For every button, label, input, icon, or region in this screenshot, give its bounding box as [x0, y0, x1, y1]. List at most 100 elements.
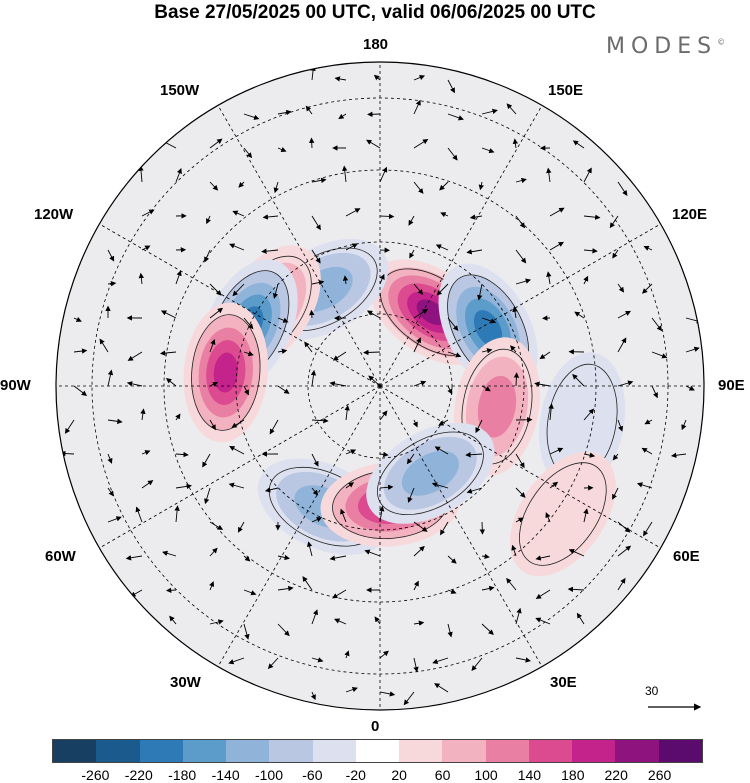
- wind-arrow: [332, 351, 347, 361]
- wind-arrow: [515, 215, 526, 229]
- copyright-mark: ©: [717, 37, 726, 47]
- wind-arrow: [513, 372, 520, 387]
- wind-arrow: [342, 165, 348, 183]
- wind-arrow: [125, 555, 143, 561]
- wind-arrow: [202, 453, 211, 468]
- wind-arrow: [311, 609, 319, 625]
- wind-arrow: [466, 249, 483, 255]
- colorbar-cell: [572, 740, 616, 762]
- wind-arrow: [617, 577, 626, 591]
- colorbar-tick-label: -20: [345, 767, 366, 783]
- wind-arrow: [237, 521, 245, 533]
- wind-arrow: [413, 545, 425, 557]
- wind-arrow: [345, 686, 358, 693]
- wind-arrow: [126, 381, 143, 387]
- wind-arrow: [345, 243, 358, 251]
- anomaly-contour: [477, 375, 517, 438]
- wind-arrow: [568, 549, 585, 557]
- wind-arrow: [477, 283, 483, 301]
- colorbar-cell: [615, 740, 659, 762]
- wind-arrow: [515, 278, 531, 285]
- wind-arrow: [506, 103, 517, 115]
- meridian-line: [99, 385, 381, 549]
- label-90e: 90E: [718, 377, 745, 394]
- wind-arrow: [413, 283, 424, 295]
- colorbar-cell: [399, 740, 443, 762]
- wind-arrow: [617, 521, 631, 533]
- wind-arrow: [141, 209, 155, 217]
- meridian-line: [217, 385, 381, 667]
- wind-arrow: [269, 419, 279, 435]
- wind-arrow: [515, 607, 522, 625]
- wind-arrow: [243, 555, 251, 562]
- wind-arrow: [332, 589, 347, 599]
- wind-arrow: [685, 346, 700, 353]
- wind-arrow: [272, 283, 279, 299]
- wind-arrow: [617, 545, 632, 557]
- wind-arrow: [636, 482, 653, 489]
- wind-arrow: [641, 447, 653, 455]
- wind-arrow: [510, 345, 517, 353]
- colorbar-tick-label: 260: [647, 767, 672, 783]
- label-60e: 60E: [673, 548, 700, 565]
- wind-arrow: [409, 249, 415, 259]
- wind-arrow: [567, 586, 585, 593]
- colorbar-cell: [269, 740, 313, 762]
- meridian-line: [379, 105, 543, 387]
- wind-arrow: [535, 589, 551, 599]
- wind-arrow: [107, 369, 114, 387]
- wind-arrow: [277, 623, 290, 637]
- anomaly-contour: [509, 451, 616, 577]
- wind-arrow: [209, 419, 216, 431]
- colorbar-cell: [53, 740, 97, 762]
- wind-arrow: [515, 177, 527, 184]
- wind-arrow: [345, 482, 355, 489]
- wind-arrow: [617, 337, 627, 353]
- wind-arrow: [209, 547, 218, 557]
- wind-arrow: [169, 615, 177, 625]
- wind-arrow: [379, 484, 394, 490]
- colorbar-tick-label: 180: [561, 767, 585, 783]
- wind-arrow: [159, 350, 177, 356]
- wind-arrow: [413, 139, 429, 149]
- wind-arrow: [515, 657, 531, 663]
- wind-arrow: [338, 113, 347, 120]
- positive-anomaly: [509, 451, 616, 577]
- wind-arrow: [617, 310, 631, 319]
- wind-arrow: [413, 380, 427, 387]
- colorbar-cell: [182, 740, 227, 762]
- wind-arrow: [243, 589, 257, 596]
- wind-arrow: [363, 349, 381, 356]
- wind-arrow: [407, 487, 415, 503]
- wind-arrow: [583, 452, 596, 458]
- wind-arrow: [535, 555, 551, 561]
- wind-arrow: [447, 147, 458, 161]
- anomaly-contour: [538, 352, 626, 491]
- wind-arrow: [438, 419, 449, 426]
- contour-line: [519, 462, 607, 566]
- wind-arrow: [310, 369, 317, 387]
- wind-arrow: [209, 581, 215, 591]
- wind-arrow: [440, 212, 449, 218]
- wind-arrow: [175, 270, 182, 285]
- wind-arrow: [534, 381, 551, 387]
- wind-arrow: [643, 521, 653, 537]
- wind-arrow: [306, 541, 313, 557]
- wind-arrow: [277, 585, 294, 592]
- wind-arrow: [447, 588, 457, 594]
- wind-arrow: [243, 385, 249, 396]
- wind-arrow: [329, 555, 347, 561]
- label-150w: 150W: [160, 82, 200, 99]
- wind-vectors: [60, 65, 703, 706]
- label-150e: 150E: [548, 82, 584, 99]
- wind-arrow: [406, 453, 415, 465]
- wind-arrow: [344, 405, 350, 421]
- wind-arrow: [238, 181, 245, 188]
- wind-arrow: [175, 483, 192, 490]
- colorbar-tick-label: 60: [434, 767, 451, 783]
- wind-arrow: [432, 657, 449, 664]
- wind-arrow: [583, 508, 589, 523]
- wind-arrow: [379, 410, 388, 421]
- wind-arrow: [539, 351, 551, 360]
- wind-arrow: [447, 351, 462, 358]
